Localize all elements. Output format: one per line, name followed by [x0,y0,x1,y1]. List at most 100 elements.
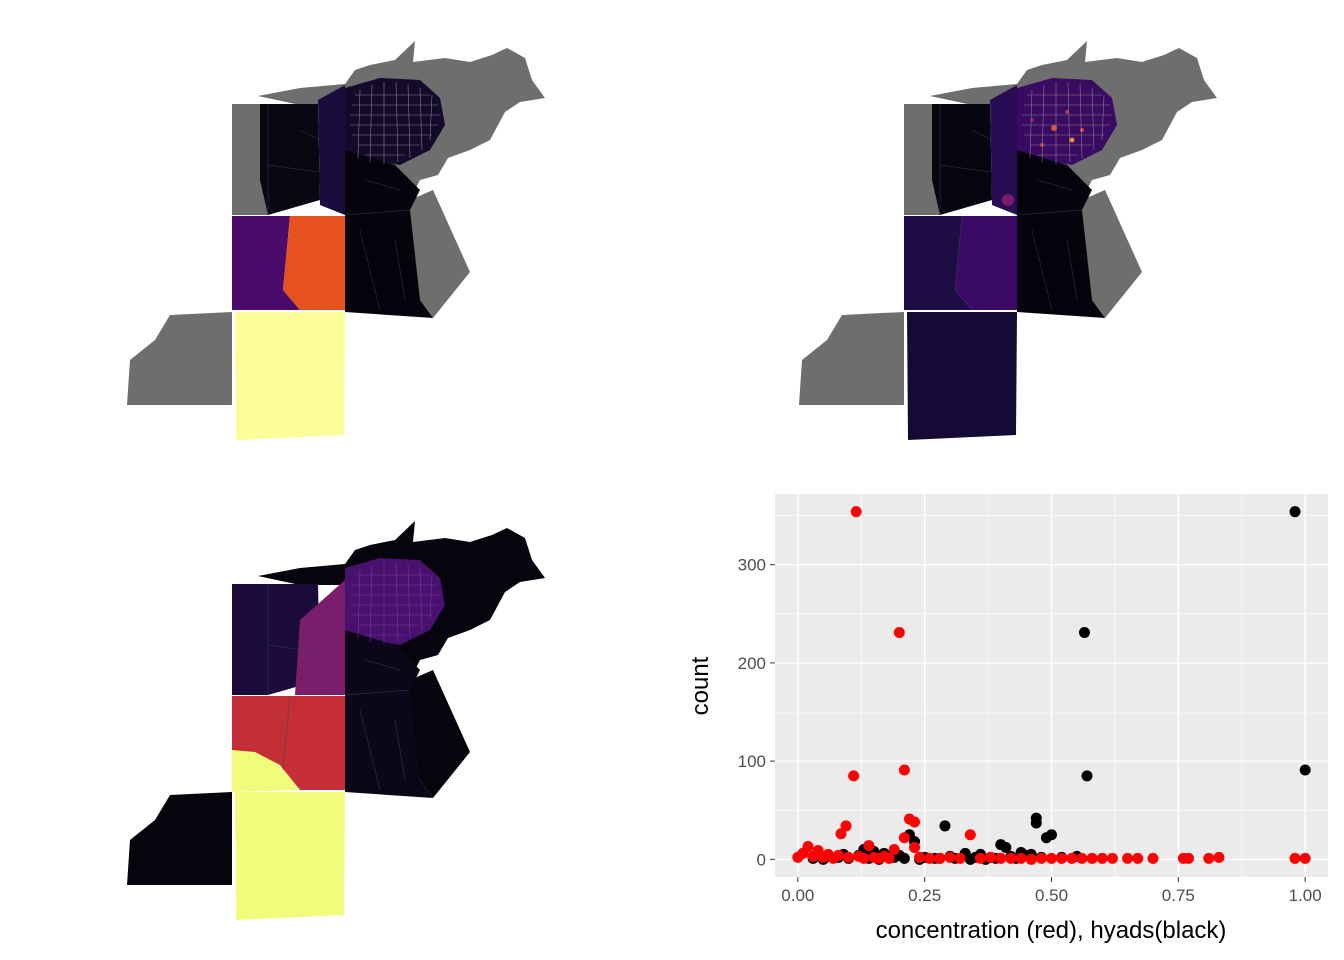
city-region [345,78,445,165]
upper-mid-region [295,580,360,695]
mid-west-region [232,216,300,310]
concentration-point [835,828,847,840]
city-hotspots [1002,110,1084,206]
concentration-point [1203,852,1215,864]
concentration-point [807,850,819,862]
city-tract-grid [350,81,440,164]
concentration-point [817,851,829,863]
south-notch-region [232,750,300,792]
concentration-point [1086,852,1098,864]
east-lower-region [345,630,433,798]
outer-east-wedge [410,190,470,318]
east-lower-region [1017,150,1105,318]
hyads-point [1081,770,1093,782]
outer-southwest-region [127,792,232,885]
concentration-point [1025,853,1037,865]
concentration-point [1035,852,1047,864]
outer-east-wedge [410,670,470,798]
upper-mid-region [990,85,1017,215]
concentration-point [858,852,870,864]
concentration-point [1106,852,1118,864]
concentration-point [974,852,986,864]
hyads-point [1078,626,1090,638]
upper-west-region [260,104,320,215]
mid-east-region [955,216,1017,310]
hyads-point [939,820,951,832]
concentration-point [924,852,936,864]
concentration-point [898,764,910,776]
map-panel-bottom-left [127,521,545,920]
concentration-point [909,816,921,828]
concentration-point [944,851,956,863]
concentration-point [985,851,997,863]
tract-boundaries [267,584,411,791]
outer-southwest-region [127,312,232,405]
map-panel-top-left [127,41,545,440]
x-tick-label: 0.25 [908,886,941,905]
scatter-chart: 0 100 200 300 0.00 0.25 0.50 0.75 1.00 concentr… [687,494,1328,944]
south-region [235,312,345,440]
concentration-point [1015,852,1027,864]
south-region [907,312,1017,440]
concentration-point [964,829,976,841]
mid-west-region [904,216,972,310]
concentration-point [1096,852,1108,864]
concentration-point [832,849,844,861]
outer-southwest-region [799,312,904,405]
concentration-point [934,852,946,864]
y-tick-label: 200 [738,654,766,673]
gridlines [775,494,1328,877]
x-tick-label: 0.50 [1035,886,1068,905]
outer-west-block [232,104,268,215]
y-tick-label: 300 [738,556,766,575]
x-tick-label: 1.00 [1289,886,1322,905]
city-region [345,558,445,645]
upper-west-region [932,104,992,215]
concentration-point [1005,852,1017,864]
concentration-point [893,626,905,638]
concentration-point [863,840,875,852]
concentration-point [1289,852,1301,864]
south-region [235,792,345,920]
tract-boundaries [267,104,411,311]
city-tract-grid [1022,81,1112,164]
concentration-point [1046,852,1057,864]
concentration-point [909,842,921,854]
y-tick-label: 0 [757,850,766,869]
concentration-point [848,770,860,782]
concentration-point [1076,852,1088,864]
concentration-point [898,832,910,844]
concentration-point [1299,852,1311,864]
outer-west-block [232,584,268,695]
x-axis-title: concentration (red), hyads(black) [876,917,1227,944]
y-axis-title: count [687,656,714,715]
hyads-point [1299,764,1311,776]
y-axis: 0 100 200 300 [738,556,775,869]
concentration-point [797,847,809,859]
x-tick-label: 0.00 [781,886,814,905]
east-lower-region [345,150,433,318]
concentration-point [1066,852,1078,864]
hyads-point [898,852,910,864]
x-tick-label: 0.75 [1162,886,1195,905]
hyads-point [1030,817,1042,829]
upper-mid-region [318,85,345,215]
concentration-point [914,851,926,863]
hyads-point [1289,506,1301,518]
mid-east-region [283,216,345,310]
mid-east-region [283,696,345,790]
concentration-point [1132,852,1144,864]
city-tract-grid [350,561,440,644]
concentration-point [1182,852,1194,864]
concentration-point [843,851,855,863]
outer-east-wedge [1082,190,1142,318]
concentration-point [1122,852,1134,864]
concentration-point [883,852,895,864]
concentration-point [850,506,862,518]
tract-boundaries [939,104,1083,311]
outer-west-block [904,104,940,215]
concentration-point [840,820,852,832]
hyads-point [1000,842,1012,854]
series-concentration [792,506,1311,865]
